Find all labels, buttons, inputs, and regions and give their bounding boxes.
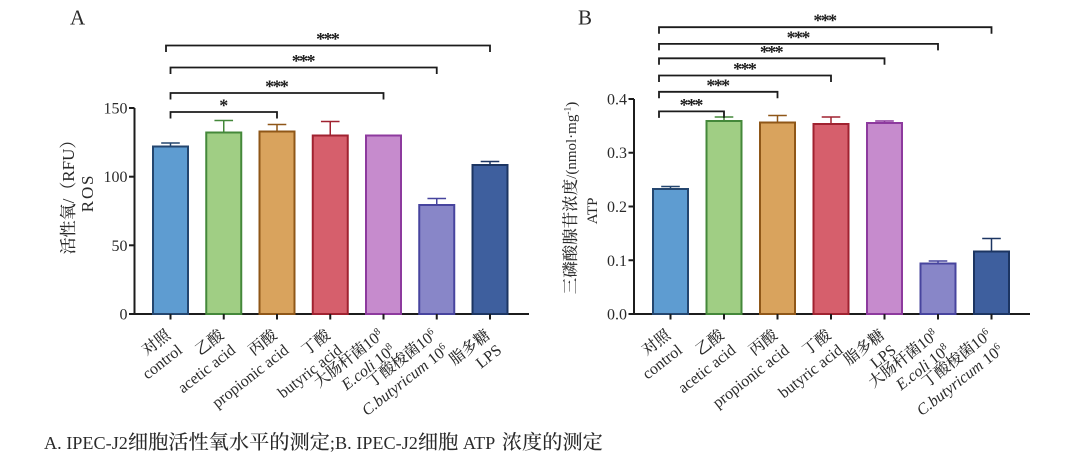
svg-text:B: B bbox=[578, 6, 592, 30]
svg-text:*: * bbox=[741, 59, 750, 79]
svg-text:B. IPEC-J2: B. IPEC-J2 bbox=[335, 433, 418, 453]
svg-text:): ) bbox=[564, 102, 580, 107]
svg-text:*: * bbox=[273, 77, 282, 97]
svg-text:*: * bbox=[748, 59, 757, 79]
svg-text:*: * bbox=[714, 75, 723, 95]
svg-text:6: 6 bbox=[980, 326, 991, 338]
svg-text:100: 100 bbox=[104, 169, 128, 186]
svg-text:*: * bbox=[760, 42, 769, 62]
svg-text:A. IPEC-J2: A. IPEC-J2 bbox=[44, 433, 128, 453]
svg-text:/: / bbox=[59, 198, 78, 203]
svg-text:ATP: ATP bbox=[463, 433, 495, 453]
svg-text:0.2: 0.2 bbox=[607, 199, 627, 216]
svg-text:*: * bbox=[331, 29, 340, 49]
svg-text:*: * bbox=[292, 51, 301, 71]
svg-text:*: * bbox=[733, 59, 742, 79]
svg-text:*: * bbox=[801, 27, 810, 47]
svg-text:8: 8 bbox=[926, 326, 937, 338]
svg-text:0.4: 0.4 bbox=[607, 92, 627, 109]
svg-text:*: * bbox=[794, 27, 803, 47]
svg-text:*: * bbox=[307, 51, 316, 71]
svg-text:0: 0 bbox=[120, 307, 128, 324]
svg-text:8: 8 bbox=[384, 341, 395, 353]
svg-text:0.3: 0.3 bbox=[607, 145, 627, 162]
svg-text:A: A bbox=[70, 6, 86, 30]
svg-text:*: * bbox=[316, 29, 325, 49]
svg-text:*: * bbox=[324, 29, 333, 49]
svg-text:6: 6 bbox=[992, 341, 1003, 353]
svg-text:8: 8 bbox=[938, 341, 949, 353]
svg-text:*: * bbox=[299, 51, 308, 71]
svg-text:-1: -1 bbox=[563, 107, 574, 115]
svg-text:*: * bbox=[828, 11, 837, 31]
svg-text:150: 150 bbox=[104, 101, 128, 118]
svg-text:*: * bbox=[265, 77, 274, 97]
svg-text:;: ; bbox=[330, 433, 335, 453]
svg-text:6: 6 bbox=[425, 326, 436, 338]
svg-text:*: * bbox=[280, 77, 289, 97]
svg-text:*: * bbox=[687, 95, 696, 115]
svg-text:*: * bbox=[694, 95, 703, 115]
svg-text:*: * bbox=[787, 27, 796, 47]
svg-text:*: * bbox=[706, 75, 715, 95]
svg-text:ATP: ATP bbox=[585, 198, 601, 225]
svg-text:*: * bbox=[813, 11, 822, 31]
svg-text:8: 8 bbox=[372, 326, 383, 338]
svg-text:*: * bbox=[775, 42, 784, 62]
svg-text:RFU: RFU bbox=[59, 149, 78, 182]
svg-text:ROS: ROS bbox=[78, 174, 97, 212]
svg-text:0.1: 0.1 bbox=[607, 253, 627, 270]
svg-text:6: 6 bbox=[437, 341, 448, 353]
svg-text:*: * bbox=[680, 95, 689, 115]
svg-text:50: 50 bbox=[112, 238, 128, 255]
svg-text:*: * bbox=[821, 11, 830, 31]
svg-text:0.0: 0.0 bbox=[607, 307, 627, 324]
svg-text:/(nmol·mg: /(nmol·mg bbox=[564, 114, 580, 179]
svg-text:*: * bbox=[219, 96, 228, 116]
svg-text:*: * bbox=[721, 75, 730, 95]
svg-text:*: * bbox=[767, 42, 776, 62]
